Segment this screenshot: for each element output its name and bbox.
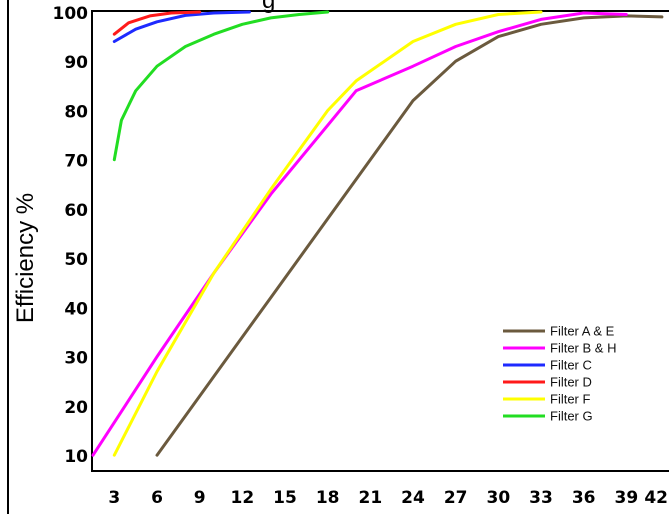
y-tick-label: 20 bbox=[64, 398, 88, 418]
plot-frame-left bbox=[91, 10, 93, 472]
y-tick-labels: 10 20 30 40 50 60 70 80 90 100 bbox=[53, 4, 89, 467]
legend-label: Filter G bbox=[550, 409, 593, 424]
series-line bbox=[112, 10, 330, 162]
legend-label: Filter C bbox=[550, 358, 592, 373]
series-line bbox=[112, 10, 202, 36]
legend-label: Filter D bbox=[550, 375, 592, 390]
x-tick-label: 36 bbox=[572, 488, 596, 508]
legend-label: Filter B & H bbox=[550, 341, 616, 356]
x-tick-label: 18 bbox=[316, 488, 340, 508]
series-line bbox=[155, 14, 664, 457]
x-tick-labels: 3 6 9 12 15 18 21 24 27 30 33 36 39 42 bbox=[108, 488, 668, 508]
left-border bbox=[7, 0, 9, 514]
series-line bbox=[112, 10, 543, 457]
x-tick-label: 21 bbox=[358, 488, 382, 508]
y-tick-label: 80 bbox=[64, 102, 88, 122]
x-tick-label: 27 bbox=[444, 488, 468, 508]
x-tick-label: 39 bbox=[614, 488, 638, 508]
x-tick-label: 15 bbox=[273, 488, 297, 508]
y-tick-label: 30 bbox=[64, 349, 88, 369]
y-tick-label: 60 bbox=[64, 201, 88, 221]
x-tick-label: 33 bbox=[529, 488, 553, 508]
plot-frame-top bbox=[91, 10, 669, 12]
x-tick-label: 6 bbox=[151, 488, 163, 508]
y-tick-label: 90 bbox=[64, 53, 88, 73]
y-tick-label: 100 bbox=[53, 4, 89, 24]
series-lines bbox=[91, 10, 664, 457]
series-line bbox=[112, 10, 251, 43]
legend-label: Filter F bbox=[550, 392, 591, 407]
legend-label: Filter A & E bbox=[550, 324, 615, 339]
x-tick-label: 3 bbox=[108, 488, 120, 508]
legend: Filter A & E Filter B & H Filter C Filter D… bbox=[503, 324, 616, 424]
y-axis-label: Efficiency % bbox=[12, 193, 39, 323]
x-tick-label: 12 bbox=[230, 488, 254, 508]
plot-frame-bottom bbox=[91, 470, 669, 472]
x-tick-label: 24 bbox=[401, 488, 425, 508]
y-tick-label: 40 bbox=[64, 299, 88, 319]
y-tick-label: 10 bbox=[64, 447, 88, 467]
x-tick-label: 42 bbox=[644, 488, 668, 508]
y-tick-label: 50 bbox=[64, 250, 88, 270]
x-tick-label: 30 bbox=[486, 488, 510, 508]
x-tick-label: 9 bbox=[194, 488, 206, 508]
y-tick-label: 70 bbox=[64, 152, 88, 172]
